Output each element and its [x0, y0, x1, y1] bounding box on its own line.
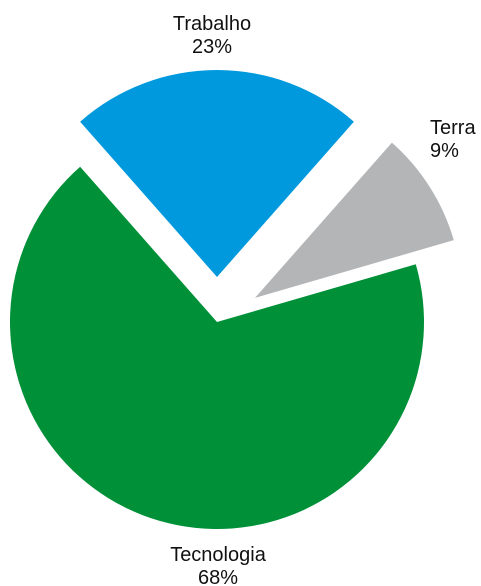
- slice-trabalho: [80, 70, 354, 277]
- slice-tecnologia: [9, 166, 424, 530]
- slice-value-terra: 9%: [430, 140, 459, 162]
- slice-value-trabalho: 23%: [192, 36, 232, 58]
- slice-value-tecnologia: 68%: [198, 567, 238, 586]
- slice-label-terra: Terra: [430, 117, 476, 139]
- slice-label-trabalho: Trabalho: [173, 13, 251, 35]
- pie-slices: [9, 70, 454, 530]
- slice-terra: [254, 142, 454, 298]
- slice-label-tecnologia: Tecnologia: [170, 544, 267, 566]
